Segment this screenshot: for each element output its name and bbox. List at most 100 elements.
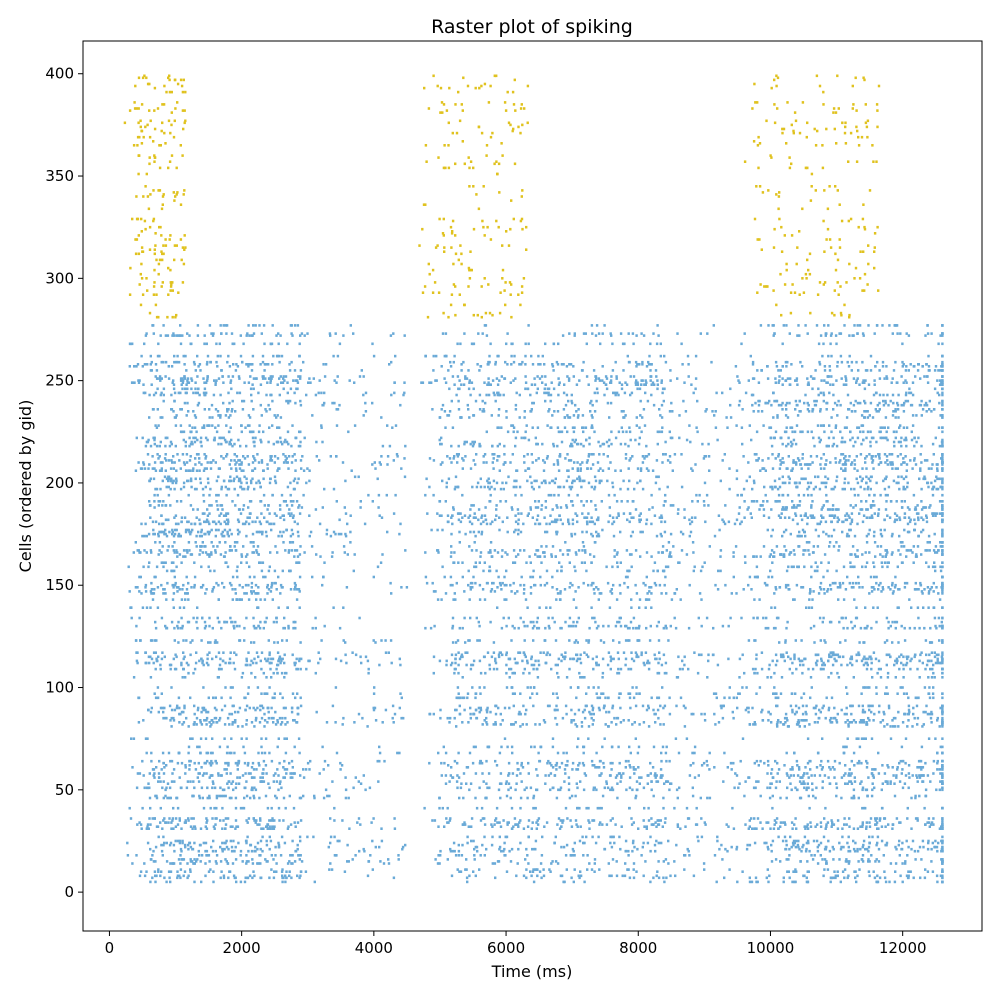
spike-mark	[478, 561, 481, 564]
spike-mark	[398, 706, 401, 710]
spike-mark	[322, 575, 325, 579]
spike-mark	[853, 598, 856, 601]
spike-mark	[134, 586, 138, 589]
spike-mark	[213, 806, 216, 810]
spike-mark	[176, 823, 180, 826]
spike-mark	[208, 860, 211, 863]
spike-mark	[637, 745, 641, 749]
spike-mark	[684, 825, 687, 828]
spike-mark	[895, 847, 898, 851]
spike-mark	[266, 806, 270, 810]
spike-mark	[147, 565, 150, 569]
spike-mark	[189, 870, 192, 873]
spike-mark	[294, 620, 297, 624]
spike-mark	[920, 651, 923, 654]
spike-mark	[889, 782, 892, 785]
spike-mark	[579, 870, 582, 873]
spike-mark	[821, 858, 824, 861]
spike-mark	[579, 825, 582, 828]
spike-mark	[494, 657, 497, 661]
spike-mark	[278, 782, 282, 785]
spike-mark	[281, 639, 284, 642]
spike-mark	[227, 780, 230, 783]
spike-mark	[657, 876, 661, 880]
spike-mark	[867, 776, 870, 779]
spike-mark	[654, 821, 657, 824]
spike-mark	[753, 761, 756, 765]
spike-mark	[804, 849, 808, 853]
spike-mark	[152, 849, 155, 853]
spike-mark	[189, 641, 192, 644]
spike-mark	[482, 569, 485, 573]
spike-mark	[273, 696, 276, 700]
spike-mark	[234, 786, 238, 790]
spike-mark	[657, 671, 661, 675]
spike-mark	[187, 817, 190, 820]
spike-mark	[576, 641, 579, 644]
spike-mark	[559, 626, 562, 630]
spike-mark	[157, 534, 160, 538]
spike-mark	[543, 583, 547, 587]
spike-mark	[445, 817, 448, 820]
spike-mark	[262, 706, 265, 710]
spike-mark	[469, 712, 472, 716]
spike-mark	[619, 561, 622, 564]
spike-mark	[860, 825, 864, 828]
spike-mark	[847, 772, 851, 775]
spike-mark	[299, 774, 302, 777]
spike-mark	[488, 569, 491, 573]
spike-mark	[834, 581, 837, 585]
spike-mark	[791, 671, 794, 675]
spike-mark	[583, 651, 586, 654]
spike-mark	[941, 841, 944, 845]
spike-mark	[779, 692, 783, 695]
spike-mark	[934, 845, 937, 849]
spike-mark	[233, 541, 237, 544]
spike-mark	[886, 551, 889, 554]
spike-mark	[584, 704, 587, 708]
spike-mark	[270, 716, 273, 720]
spike-mark	[164, 788, 167, 792]
spike-mark	[841, 835, 844, 839]
spike-mark	[791, 708, 794, 712]
spike-mark	[343, 551, 346, 554]
spike-mark	[536, 819, 539, 822]
spike-mark	[519, 796, 523, 800]
spike-mark	[175, 549, 178, 552]
spike-mark	[905, 839, 908, 843]
spike-mark	[907, 764, 911, 767]
spike-mark	[850, 772, 853, 775]
spike-mark	[593, 858, 597, 861]
spike-mark	[705, 759, 708, 763]
spike-mark	[287, 626, 290, 630]
spike-mark	[148, 661, 151, 665]
spike-mark	[173, 626, 176, 630]
spike-mark	[464, 823, 467, 826]
spike-mark	[795, 723, 799, 726]
spike-mark	[439, 854, 442, 857]
spike-mark	[165, 786, 168, 790]
spike-mark	[631, 788, 634, 792]
spike-mark	[927, 592, 931, 595]
spike-mark	[597, 663, 600, 667]
spike-mark	[644, 598, 648, 601]
spike-mark	[262, 827, 265, 830]
spike-mark	[663, 880, 666, 884]
spike-mark	[635, 870, 638, 873]
spike-mark	[162, 592, 165, 595]
spike-mark	[932, 663, 935, 667]
spike-mark	[224, 561, 227, 564]
spike-mark	[200, 880, 203, 884]
spike-mark	[919, 583, 923, 587]
spike-mark	[256, 823, 259, 826]
spike-mark	[289, 772, 292, 775]
spike-mark	[876, 880, 880, 884]
spike-mark	[437, 825, 440, 828]
spike-mark	[250, 766, 254, 769]
spike-mark	[299, 545, 302, 548]
spike-mark	[748, 876, 751, 880]
spike-mark	[205, 710, 208, 714]
spike-mark	[539, 651, 542, 654]
spike-mark	[184, 598, 187, 601]
spike-mark	[277, 843, 281, 847]
